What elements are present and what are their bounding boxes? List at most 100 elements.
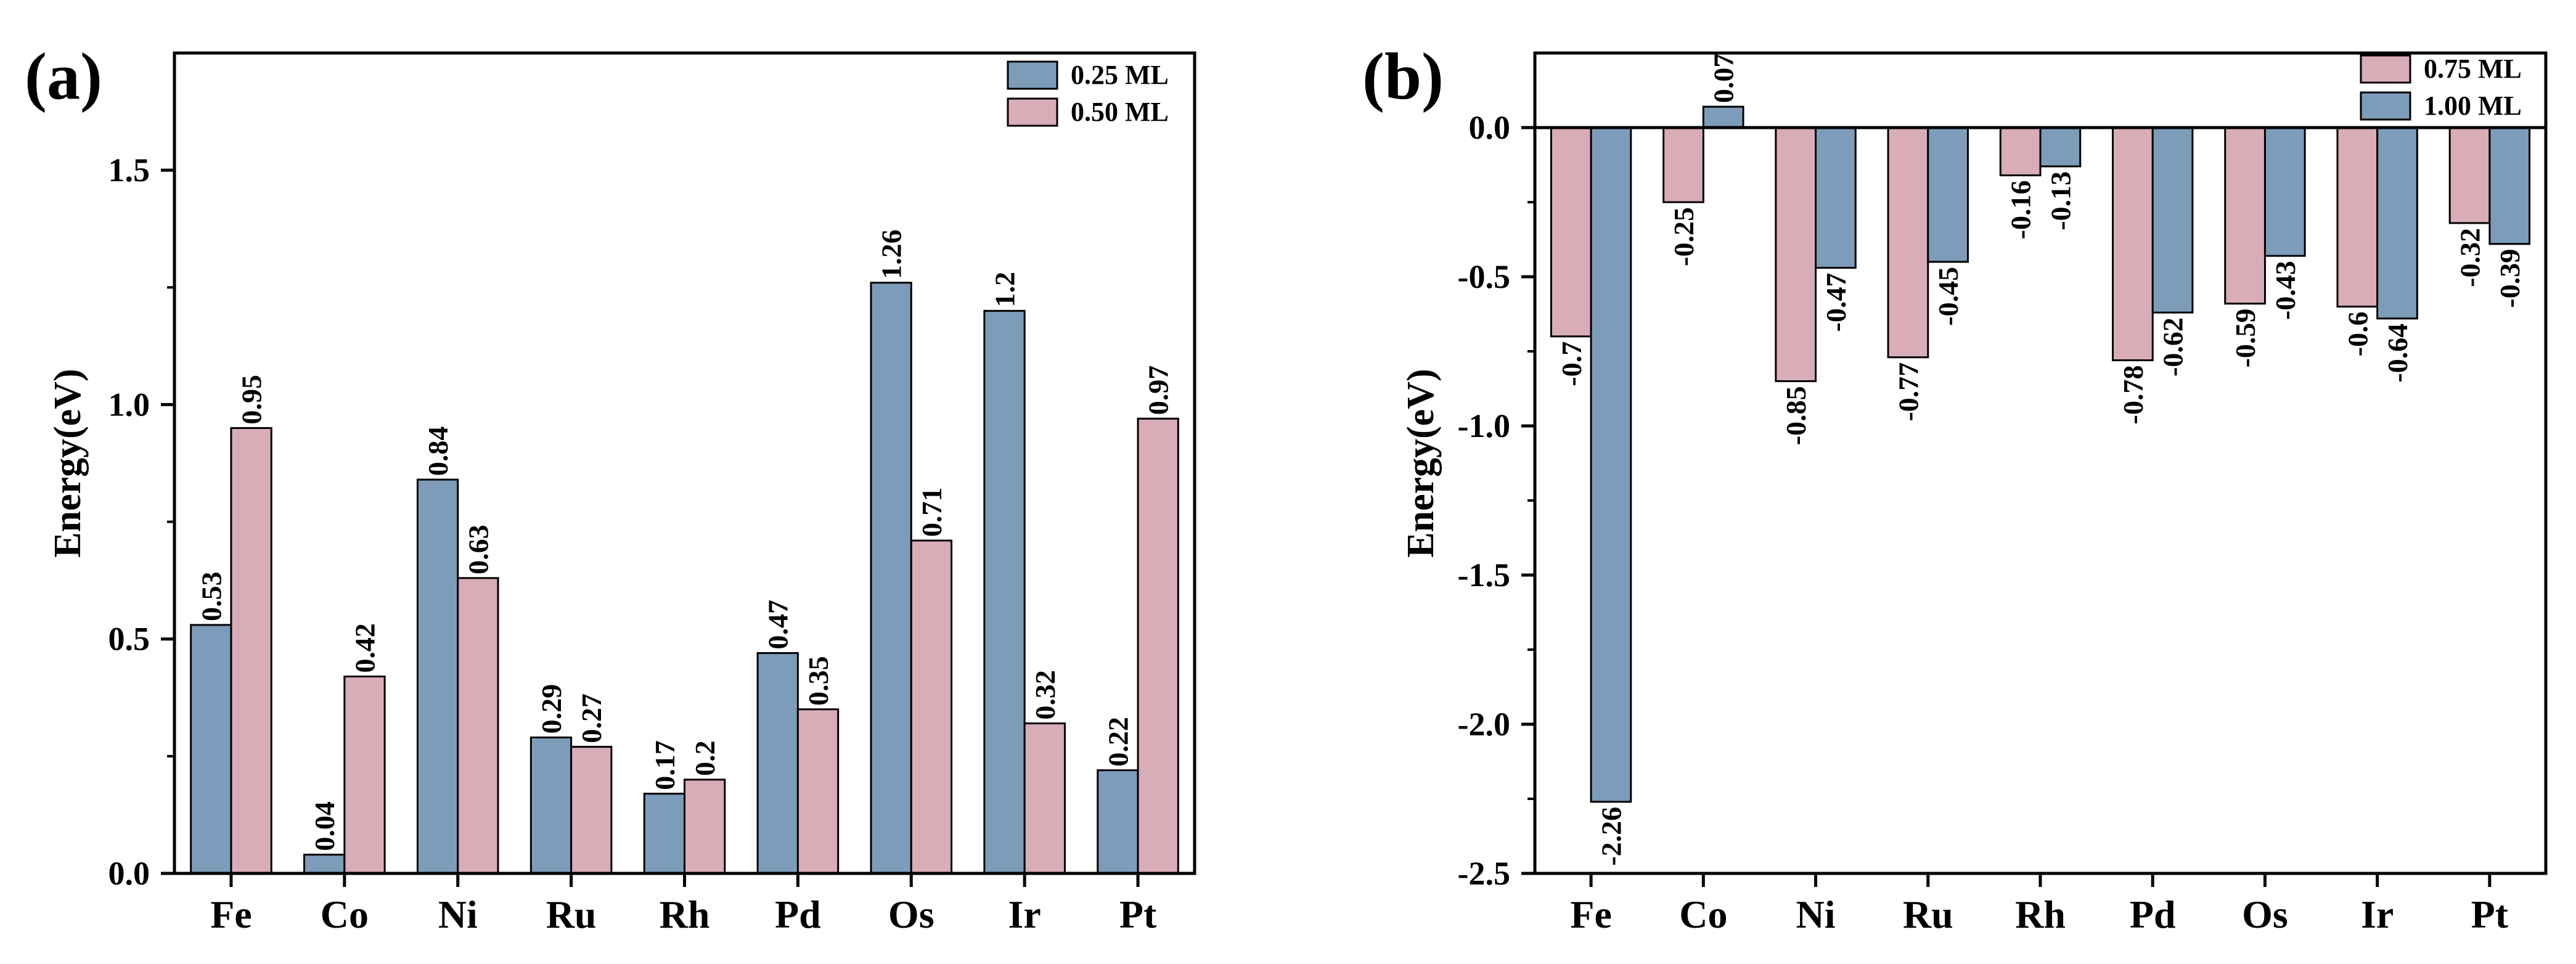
data-label: 0.27 [576,693,607,743]
y-tick-label: 0.5 [108,621,150,658]
data-label: -0.43 [2270,261,2301,320]
bar-fe-series-1 [230,427,272,875]
bar-pt-series-0 [2448,126,2491,224]
y-axis-label: Energy(eV) [47,369,89,557]
data-label: 0.71 [916,487,947,537]
data-label: 0.2 [689,740,721,776]
y-tick-label: -2.5 [1458,855,1510,892]
bar-co-series-0 [1662,126,1704,203]
data-label: -0.78 [2117,366,2149,425]
category-label-os: Os [888,893,934,936]
data-label: -0.64 [2382,324,2413,383]
bar-os-series-0 [870,282,912,875]
bar-ru-series-0 [530,736,573,875]
data-label: 0.22 [1102,717,1134,767]
legend-label: 0.50 ML [1071,97,1169,127]
data-label: -0.39 [2494,249,2525,308]
y-tick-label: 1.0 [108,386,150,423]
category-label-pd: Pd [775,893,821,936]
bar-ru-series-0 [1887,126,1929,359]
data-label: 0.07 [1708,54,1740,104]
bar-ni-series-0 [1775,126,1817,382]
data-label: -0.47 [1820,272,1852,332]
data-label: 0.84 [422,427,454,476]
data-label: -0.62 [2157,317,2189,377]
category-label-co: Co [1679,893,1727,936]
data-label: 0.63 [462,525,494,574]
category-label-ir: Ir [1008,893,1041,936]
category-label-ir: Ir [2361,893,2394,936]
y-tick-label: 0.0 [1469,109,1511,146]
data-label: -0.45 [1932,267,1964,326]
data-label: -0.6 [2342,311,2373,356]
category-label-fe: Fe [210,893,252,936]
data-label: -0.25 [1668,207,1699,266]
legend-label: 1.00 ML [2424,91,2522,121]
data-label: -0.13 [2045,171,2076,231]
bar-rh-series-1 [684,778,726,875]
bar-pd-series-1 [2151,126,2194,314]
data-label: -0.32 [2455,228,2486,287]
y-axis-label: Energy(eV) [1400,369,1442,557]
category-label-co: Co [321,893,369,936]
bar-ni-series-0 [416,478,459,875]
bar-ru-series-1 [1927,126,1969,263]
data-label: -0.16 [2005,180,2037,239]
category-label-ru: Ru [1903,893,1953,936]
data-label: 0.47 [763,600,794,650]
legend-swatch [1007,97,1058,127]
bar-ir-series-1 [1023,722,1066,875]
data-label: -0.7 [1556,341,1587,386]
legend-swatch [2360,91,2411,121]
data-label: 0.29 [536,684,567,734]
category-label-ru: Ru [546,893,597,936]
data-label: -0.77 [1892,362,1924,422]
bar-pd-series-0 [2112,126,2154,362]
data-label: 0.95 [236,375,268,425]
category-label-os: Os [2242,893,2288,936]
bar-co-series-1 [343,676,386,875]
y-tick-label: -0.5 [1458,258,1510,295]
data-label: 0.53 [195,571,227,621]
bar-rh-series-0 [643,793,686,875]
bar-pd-series-1 [796,708,840,875]
bar-ir-series-1 [2376,126,2418,320]
bar-co-series-1 [1702,105,1744,129]
bar-rh-series-0 [1999,126,2042,176]
panel-label: (b) [1362,40,1444,113]
y-tick-label: 1.5 [108,152,150,189]
category-label-rh: Rh [660,893,710,936]
bar-ni-series-1 [1815,126,1857,269]
bar-pt-series-0 [1097,769,1139,875]
panel-b-chart: (b) -0.7 -0.25 -0.85 -0.77 -0.16 -0.78 -0.59 -0.… [1362,40,2548,936]
data-label: 0.04 [309,801,340,851]
bar-co-series-0 [303,854,346,875]
bar-os-series-1 [910,539,953,875]
data-label: -2.26 [1595,807,1627,866]
category-label-pd: Pd [2130,893,2176,936]
legend-label: 0.25 ML [1071,60,1169,90]
bar-pd-series-0 [756,652,799,875]
bar-pt-series-1 [1137,417,1179,875]
data-label: 1.2 [989,272,1021,308]
data-label: 0.42 [349,623,380,673]
category-label-ni: Ni [438,893,478,936]
bar-pt-series-1 [2488,126,2531,245]
category-label-pt: Pt [1119,893,1157,936]
bar-rh-series-1 [2039,126,2082,168]
y-tick-label: -1.0 [1458,407,1510,444]
legend-swatch [1007,60,1058,90]
data-label: -0.59 [2230,309,2261,368]
panel-a-chart: (a) 0.53 0.04 0.84 0.29 0.17 0.47 1.26 1.2 0.22 0.… [25,40,1196,936]
data-label: -0.85 [1780,386,1812,445]
bar-os-series-0 [2224,126,2266,305]
y-tick-label: -1.5 [1458,557,1510,594]
bar-fe-series-0 [190,624,232,875]
data-label: 0.17 [649,740,681,790]
y-tick-label: 0.0 [108,855,150,892]
data-label: 1.26 [876,229,907,279]
data-label: 0.97 [1143,366,1174,415]
bar-fe-series-0 [1550,126,1592,338]
category-label-rh: Rh [2015,893,2066,936]
